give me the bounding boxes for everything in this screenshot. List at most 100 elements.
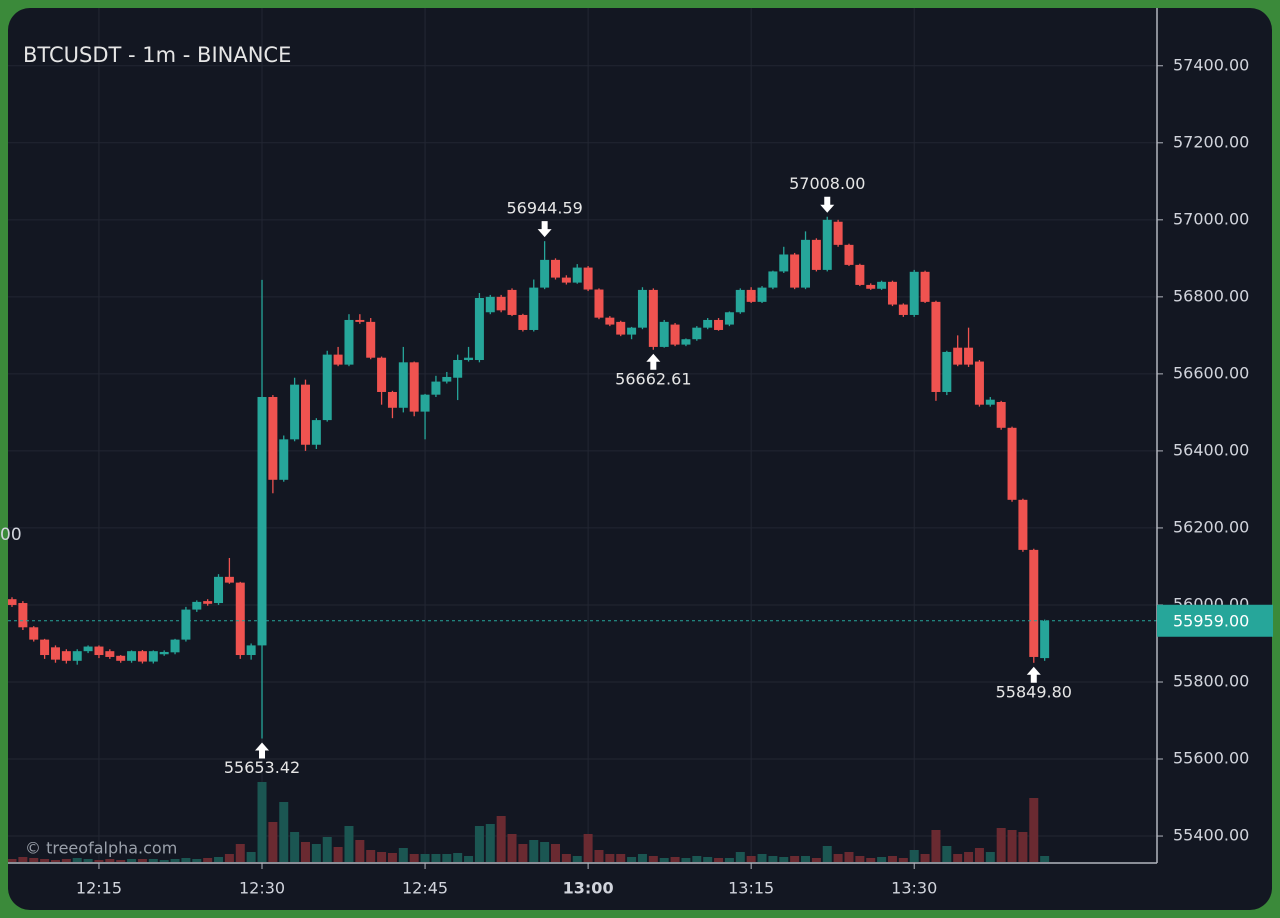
candle-body [268,396,278,480]
volume-bar [877,857,887,862]
volume-bar [214,857,224,862]
plot-area [8,196,1157,862]
volume-bar [583,834,593,862]
volume-bar [474,826,484,862]
candle-body [387,391,397,408]
volume-bar [192,859,202,862]
volume-bar [300,842,310,862]
volume-bar [420,854,430,862]
candle-body [40,639,50,656]
volume-bar [681,858,691,862]
volume-bar [974,848,984,862]
volume-bar [648,856,658,862]
volume-bar [496,816,506,862]
volume-bar [29,858,39,862]
volume-bar [714,858,724,862]
candle-body [137,651,147,662]
candle-body [257,396,267,646]
candle-body [442,376,452,382]
volume-bar [116,860,126,862]
volume-bar [507,834,517,862]
x-tick-label: 12:30 [239,879,285,898]
volume-bar [518,844,528,862]
candle-body [801,239,811,288]
volume-bar [311,844,321,862]
volume-bar [366,850,376,862]
volume-bar [529,840,539,862]
last-price-box [1157,604,1273,637]
candle-body [18,603,28,628]
volume-bar [594,850,604,862]
volume-bar [790,856,800,862]
volume-bar [572,856,582,862]
candle-body [72,651,82,661]
volume-bar [50,860,60,862]
candle-body [181,609,191,640]
candle-body [844,244,854,265]
y-tick-label: 55800.00 [1173,671,1249,690]
candle-body [681,339,691,345]
volume-bar [442,854,452,862]
x-tick-label: 12:15 [76,879,122,898]
candle-body [779,254,789,272]
volume-bar [909,850,919,862]
volume-bar [540,842,550,862]
volume-bar [83,859,93,862]
annotation-arrow [820,196,835,213]
candle-body [996,401,1006,428]
annotation-label: 56944.59 [506,199,582,218]
candle-body [83,646,93,652]
candle-body [366,321,376,358]
candle-body [887,281,897,305]
volume-bar [616,854,626,862]
volume-bar [377,852,387,862]
volume-bar [866,858,876,862]
volume-bar [8,859,17,862]
axes: 55400.0055600.0055800.0056000.0056200.00… [76,55,1273,898]
annotation-arrow [255,742,270,759]
volume-bar [1018,832,1028,862]
annotation-label: 55849.80 [996,682,1072,701]
candle-body [670,324,680,345]
candle-body [290,384,300,440]
volume-bar [724,858,734,862]
candle-body [985,399,995,405]
candle-body [398,362,408,408]
candle-body [572,267,582,283]
candle-body [974,361,984,405]
volume-bar [137,859,147,862]
volume-bar [409,854,419,862]
chart-background [8,8,1272,910]
volume-bar [627,857,637,862]
candle-body [1029,549,1039,657]
annotation-label: 56662.61 [615,369,691,388]
volume-bar [61,859,71,862]
volume-bar [779,857,789,862]
volume-bar [551,844,560,862]
candle-body [518,314,528,330]
candle-body [29,627,39,640]
candle-body [746,289,756,302]
candle-body [507,289,517,315]
y-tick-label: 56600.00 [1173,363,1249,382]
volume-bar [887,856,897,862]
volume-bar [670,857,680,862]
candle-body [768,271,778,288]
candle-body [170,639,180,653]
candle-body [50,647,60,660]
volume-bar [387,853,397,862]
candle-body [496,296,506,311]
volume-bar [322,837,332,862]
volume-bar [735,852,745,862]
volume-bar [659,858,669,862]
candle-body [953,347,963,365]
candle-body [920,271,930,302]
candle-body [311,420,321,445]
candle-body [159,651,169,655]
volume-bar [268,822,278,862]
volume-bar [203,858,213,862]
candle-body [214,576,224,604]
candle-body [453,360,463,378]
candle-body [703,319,713,328]
volume-bar [692,856,702,862]
